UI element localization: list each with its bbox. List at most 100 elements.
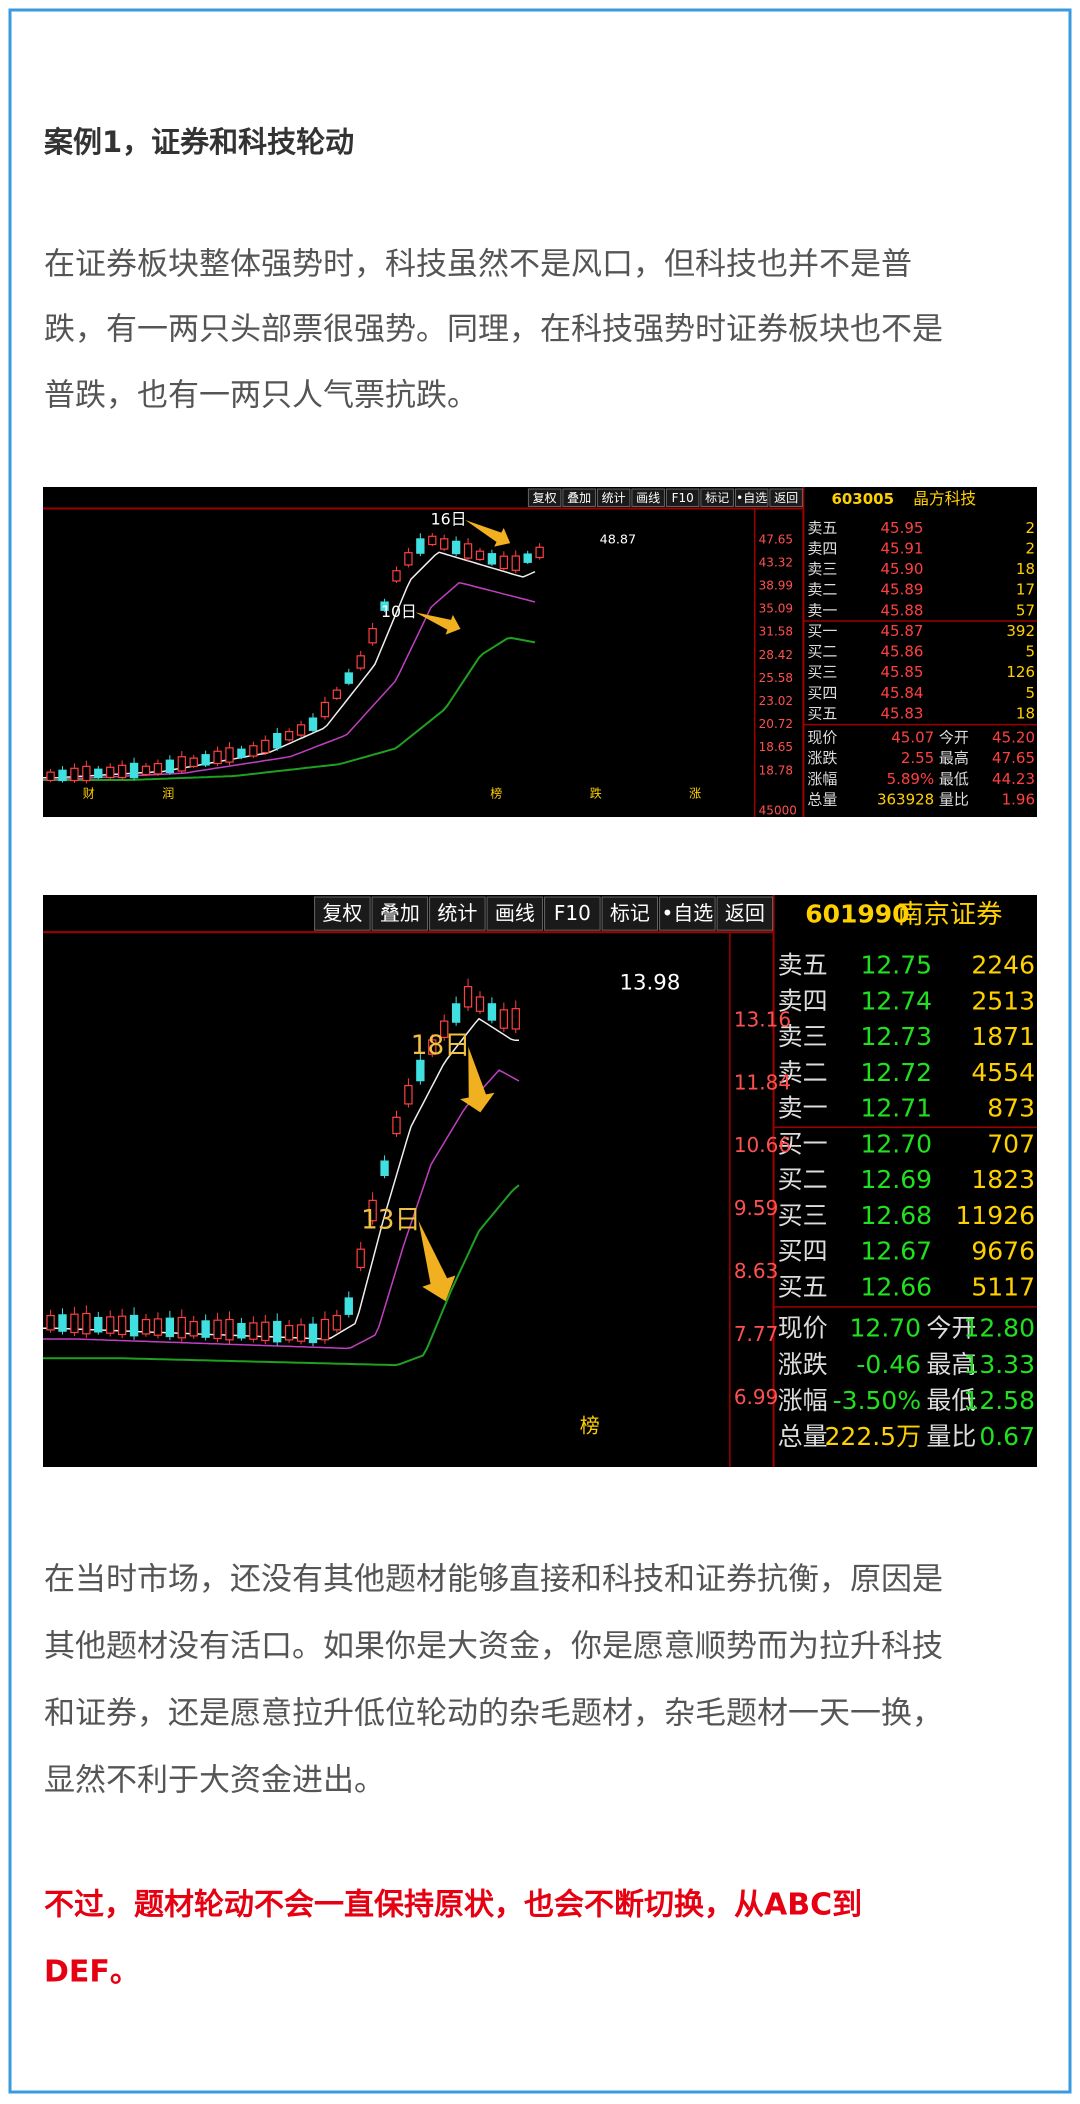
- candle: [165, 759, 175, 774]
- order-label: 买五: [778, 1272, 828, 1301]
- order-label: 买二: [807, 643, 837, 661]
- candle: [237, 748, 246, 759]
- order-price: 45.89: [880, 581, 923, 599]
- heading: 案例1，证券和科技轮动: [44, 125, 354, 159]
- toolbar-button: [601, 896, 659, 931]
- stat-value: 0.67: [979, 1422, 1035, 1451]
- candle: [261, 739, 270, 754]
- stat-label: 涨幅: [778, 1386, 828, 1415]
- arrow: [415, 612, 461, 635]
- order-price: 12.73: [861, 1022, 933, 1051]
- stat-value: 12.58: [963, 1386, 1035, 1415]
- candle: [225, 1318, 234, 1341]
- candle: [416, 538, 425, 554]
- ma-line: [43, 1184, 520, 1367]
- candle: [261, 1321, 270, 1342]
- candle: [189, 757, 198, 767]
- candle: [392, 1116, 401, 1135]
- toolbar-button: [544, 896, 601, 931]
- candle: [141, 765, 151, 776]
- stat-label: 今开: [939, 728, 969, 746]
- candle: [58, 769, 67, 782]
- order-price: 45.83: [880, 704, 923, 722]
- stat-label: 最低: [939, 770, 969, 788]
- order-label: 卖二: [778, 1058, 828, 1087]
- axis-label: 35.09: [759, 602, 793, 616]
- candle: [273, 1320, 282, 1343]
- paragraph-line: 其他题材没有活口。如果你是大资金，你是愿意顺势而为拉升科技: [44, 1629, 943, 1665]
- order-label: 卖五: [778, 951, 828, 980]
- candle: [284, 731, 294, 741]
- candle: [46, 771, 55, 782]
- candle: [82, 765, 91, 782]
- candle: [94, 768, 103, 779]
- candle: [58, 1314, 67, 1332]
- order-volume: 4554: [971, 1058, 1035, 1087]
- toolbar-label: F10: [672, 491, 694, 505]
- arrow: [460, 1046, 495, 1113]
- order-price: 45.91: [880, 539, 923, 557]
- annotation: 10日: [381, 602, 417, 621]
- candle: [70, 1313, 79, 1334]
- candle: [392, 570, 401, 582]
- candle: [106, 1316, 115, 1334]
- toolbar-button: [734, 488, 769, 507]
- toolbar-button: [562, 488, 596, 507]
- toolbar-label: •自选: [661, 901, 713, 925]
- order-price: 45.86: [880, 643, 923, 661]
- candle: [308, 717, 318, 731]
- order-price: 12.66: [861, 1272, 933, 1301]
- order-volume: 392: [1006, 622, 1035, 640]
- order-volume: 5: [1025, 643, 1035, 661]
- stat-value: 1.96: [1002, 791, 1035, 809]
- candle: [535, 546, 544, 559]
- order-volume: 2: [1025, 539, 1035, 557]
- candle: [356, 1248, 365, 1269]
- order-label: 买四: [807, 684, 837, 702]
- candle: [296, 1324, 306, 1342]
- ma-line: [43, 1069, 520, 1350]
- toolbar-label: 复权: [322, 901, 362, 925]
- order-price: 45.85: [880, 663, 923, 681]
- stat-value: 222.5万: [825, 1422, 922, 1451]
- stat-label: 最低: [926, 1386, 976, 1415]
- candle: [368, 1199, 377, 1222]
- candle: [380, 1160, 389, 1176]
- axis-label: 18.65: [759, 740, 793, 754]
- stat-value: 13.33: [963, 1350, 1035, 1379]
- toolbar-label: 叠加: [380, 901, 420, 925]
- axis-label: 8.63: [734, 1259, 779, 1283]
- stat-label: 今开: [926, 1314, 976, 1343]
- candle: [225, 747, 234, 763]
- order-label: 买一: [807, 622, 837, 640]
- toolbar-button: [371, 896, 429, 931]
- axis-label: 20.72: [759, 717, 793, 731]
- toolbar-label: 画线: [636, 491, 660, 505]
- marker-label: 涨: [689, 785, 701, 800]
- stat-value: 363928: [877, 791, 934, 809]
- candle: [249, 1322, 258, 1340]
- toolbar-label: 复权: [533, 491, 557, 505]
- candle: [380, 601, 389, 611]
- candle: [320, 1318, 330, 1341]
- stat-label: 最高: [939, 749, 969, 767]
- axis-label: 13.16: [734, 1007, 791, 1031]
- candle: [213, 1319, 222, 1340]
- candle: [94, 1316, 103, 1333]
- candle: [511, 555, 520, 571]
- axis-label: 10.66: [734, 1133, 791, 1157]
- candle: [404, 552, 413, 566]
- stat-label: 现价: [778, 1314, 828, 1343]
- order-price: 12.72: [861, 1058, 933, 1087]
- axis-label: 23.02: [759, 694, 793, 708]
- arrow: [465, 520, 511, 547]
- candle: [404, 1085, 413, 1105]
- candle: [70, 767, 79, 782]
- axis-label: 7.77: [734, 1322, 779, 1346]
- order-volume: 1871: [971, 1022, 1035, 1051]
- stat-label: 总量: [778, 1422, 828, 1451]
- toolbar-label: •自选: [736, 491, 767, 505]
- stat-value: 47.65: [992, 749, 1035, 767]
- axis-label: 18.78: [759, 763, 793, 777]
- highlight-line: DEF。: [44, 1955, 140, 1990]
